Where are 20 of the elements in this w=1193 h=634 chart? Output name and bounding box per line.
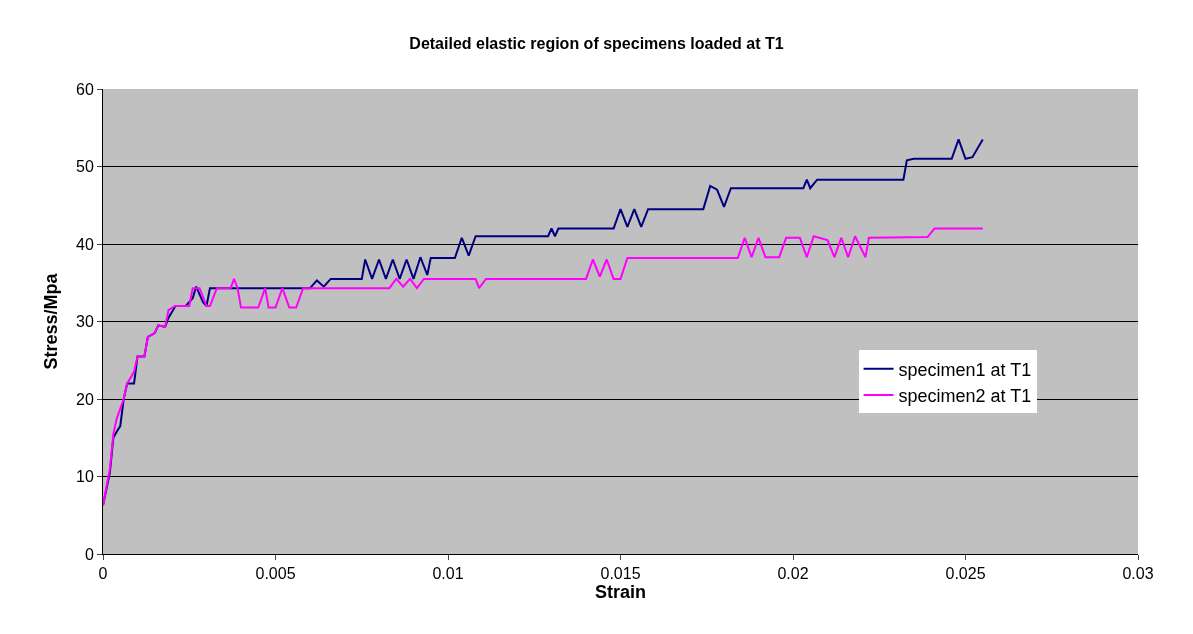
x-tick-label: 0.025 bbox=[945, 565, 986, 583]
x-tick-label: 0.005 bbox=[255, 565, 296, 583]
x-axis-title: Strain bbox=[594, 582, 647, 603]
x-tick-label: 0.01 bbox=[432, 565, 464, 583]
y-tick-label: 20 bbox=[76, 390, 94, 408]
y-axis-title: Stress/Mpa bbox=[41, 272, 61, 370]
y-tick-label: 30 bbox=[76, 313, 94, 331]
x-tick-label: 0.03 bbox=[1122, 565, 1154, 583]
legend-label: specimen2 at T1 bbox=[898, 386, 1032, 407]
line-series bbox=[103, 227, 984, 507]
y-tick-label: 0 bbox=[84, 545, 94, 563]
y-tick-label: 40 bbox=[76, 235, 94, 253]
y-tick-label: 50 bbox=[76, 158, 94, 176]
y-tick-label: 10 bbox=[76, 468, 94, 486]
x-tick-label: 0.02 bbox=[777, 565, 809, 583]
x-tick-label: 0 bbox=[98, 565, 108, 583]
y-tick-label: 60 bbox=[76, 80, 94, 98]
legend-label: specimen1 at T1 bbox=[898, 359, 1032, 380]
x-tick-label: 0.015 bbox=[600, 565, 641, 583]
chart-title: Detailed elastic region of specimens loaded at T1 bbox=[409, 35, 784, 53]
